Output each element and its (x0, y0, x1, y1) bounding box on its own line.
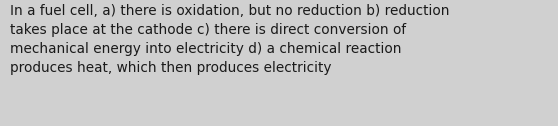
Text: In a fuel cell, a) there is oxidation, but no reduction b) reduction
takes place: In a fuel cell, a) there is oxidation, b… (10, 4, 450, 75)
